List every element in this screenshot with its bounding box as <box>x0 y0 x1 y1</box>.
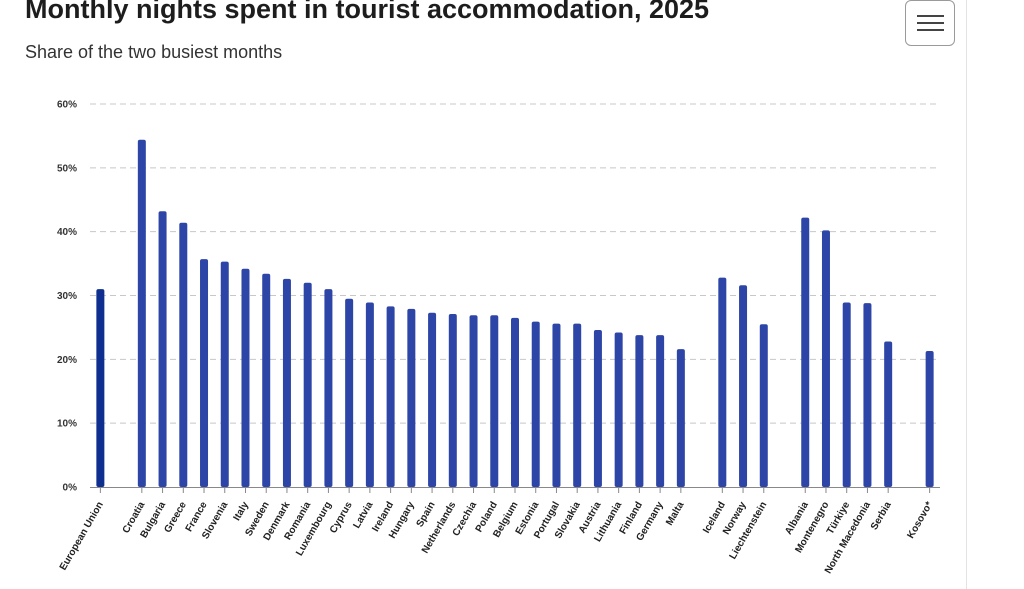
bar-slovenia[interactable] <box>220 261 229 487</box>
bar-poland[interactable] <box>490 315 499 487</box>
bar-portugal[interactable] <box>552 323 561 487</box>
bar-netherlands[interactable] <box>448 314 457 487</box>
bar-spain[interactable] <box>428 312 437 487</box>
bar-bulgaria[interactable] <box>158 211 167 488</box>
bar-norway[interactable] <box>739 285 748 487</box>
bar-liechtenstein[interactable] <box>759 324 768 487</box>
x-tick-label: Malta <box>664 500 687 528</box>
bar-hungary[interactable] <box>407 308 416 487</box>
bar-montenegro[interactable] <box>821 230 830 487</box>
y-tick-label: 40% <box>57 227 77 238</box>
x-tick-label: European Union <box>58 500 106 572</box>
bar-slovakia[interactable] <box>573 323 582 487</box>
y-tick-label: 0% <box>63 483 78 494</box>
bar-finland[interactable] <box>635 335 644 487</box>
x-tick-label: Italy <box>232 500 252 523</box>
y-tick-label: 50% <box>57 163 77 174</box>
bar-sweden[interactable] <box>262 273 271 487</box>
bar-albania[interactable] <box>801 217 810 487</box>
y-tick-label: 20% <box>57 355 77 366</box>
x-axis <box>90 487 940 493</box>
chart-subtitle: Share of the two busiest months <box>25 42 283 62</box>
bar-austria[interactable] <box>593 329 602 487</box>
x-tick-label: Kosovo* <box>905 500 935 541</box>
bar-ireland[interactable] <box>386 306 395 487</box>
bar-lithuania[interactable] <box>614 332 623 487</box>
bar-belgium[interactable] <box>511 317 519 487</box>
chart-title: Monthly nights spent in tourist accommod… <box>25 0 710 24</box>
bar-luxembourg[interactable] <box>324 289 333 487</box>
bar-serbia[interactable] <box>884 341 893 487</box>
x-axis-labels: European Union CroatiaBulgariaGreeceFranc… <box>58 500 935 576</box>
y-axis-ticks: 0% 10% 20% 30% 40% 50% 60% <box>57 100 77 494</box>
chart-menu-button[interactable] <box>905 0 955 46</box>
bar-croatia[interactable] <box>137 139 146 487</box>
bar-denmark[interactable] <box>282 278 291 487</box>
bar-t-rkiye[interactable] <box>842 302 851 487</box>
bar-north-macedonia[interactable] <box>863 303 872 487</box>
y-tick-label: 30% <box>57 291 77 302</box>
bars <box>96 139 934 488</box>
bar-france[interactable] <box>200 259 209 487</box>
bar-greece[interactable] <box>179 222 188 488</box>
y-tick-label: 10% <box>57 419 77 430</box>
frame-border <box>966 0 967 589</box>
bar-germany[interactable] <box>656 335 665 487</box>
bar-italy[interactable] <box>241 268 250 487</box>
bar-czechia[interactable] <box>469 315 478 487</box>
bar-romania[interactable] <box>303 282 312 487</box>
bar-iceland[interactable] <box>718 277 727 487</box>
bar-estonia[interactable] <box>531 321 540 487</box>
bar-malta[interactable] <box>676 349 685 487</box>
bar-kosovo[interactable] <box>925 351 934 487</box>
bar-cyprus[interactable] <box>345 298 354 487</box>
x-tick-label: Serbia <box>869 500 894 532</box>
bar-european-union[interactable] <box>96 289 105 487</box>
bar-latvia[interactable] <box>365 302 374 487</box>
y-tick-label: 60% <box>57 100 77 111</box>
